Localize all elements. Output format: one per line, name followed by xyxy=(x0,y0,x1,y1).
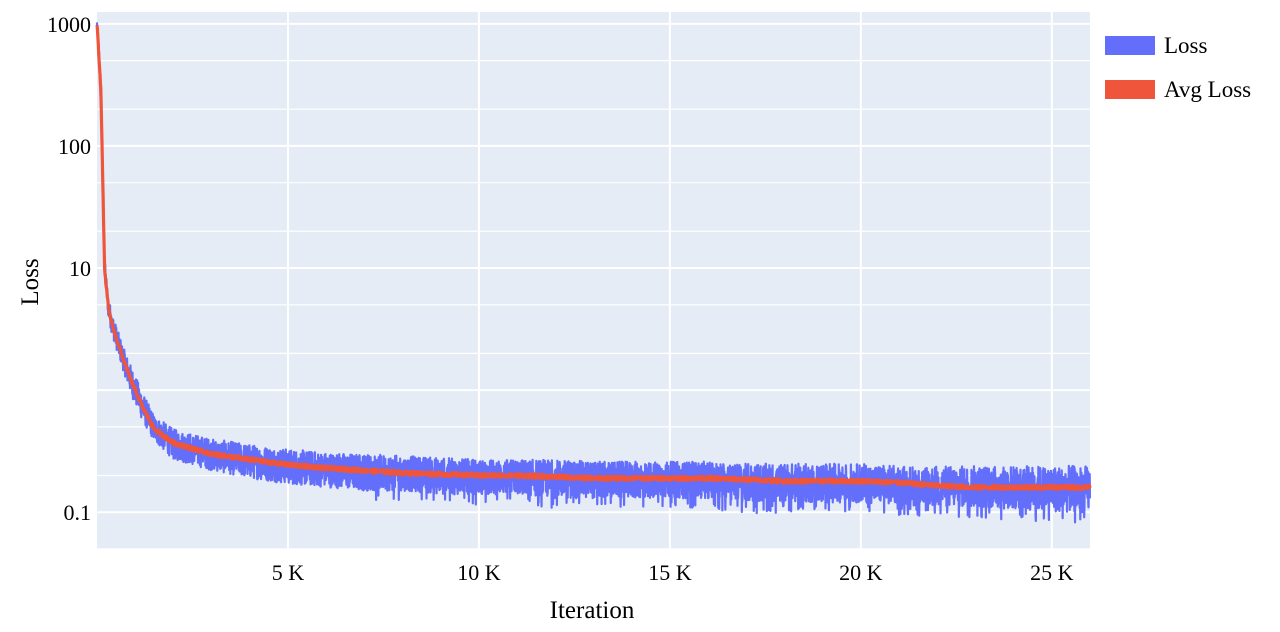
series-avg-loss xyxy=(95,25,1092,492)
grid-lines xyxy=(97,12,1090,550)
x-tick-label: 5 K xyxy=(272,560,305,585)
y-tick-label: 0.1 xyxy=(64,500,92,525)
legend-swatch-loss xyxy=(1105,36,1155,55)
x-axis-title: Iteration xyxy=(550,597,635,624)
legend-label-loss: Loss xyxy=(1164,33,1208,58)
legend: Loss Avg Loss xyxy=(1105,33,1251,102)
y-axis-title: Loss xyxy=(17,258,44,305)
x-tick-label: 15 K xyxy=(648,560,692,585)
y-tick-label: 10 xyxy=(69,256,91,281)
x-tick-label: 25 K xyxy=(1030,560,1074,585)
legend-item-loss[interactable]: Loss xyxy=(1105,33,1208,58)
x-tick-label: 10 K xyxy=(457,560,501,585)
series-layer xyxy=(95,22,1092,524)
x-tick-label: 20 K xyxy=(839,560,883,585)
legend-item-avg-loss[interactable]: Avg Loss xyxy=(1105,77,1251,102)
axis-labels: 5 K 10 K 15 K 20 K 25 K 1000 100 10 0.1 xyxy=(47,12,1074,585)
legend-label-avg-loss: Avg Loss xyxy=(1164,77,1251,102)
avg-loss-line xyxy=(95,25,1092,492)
y-tick-label: 1000 xyxy=(47,12,91,37)
legend-swatch-avg-loss xyxy=(1105,80,1155,99)
y-tick-label: 100 xyxy=(58,134,91,159)
